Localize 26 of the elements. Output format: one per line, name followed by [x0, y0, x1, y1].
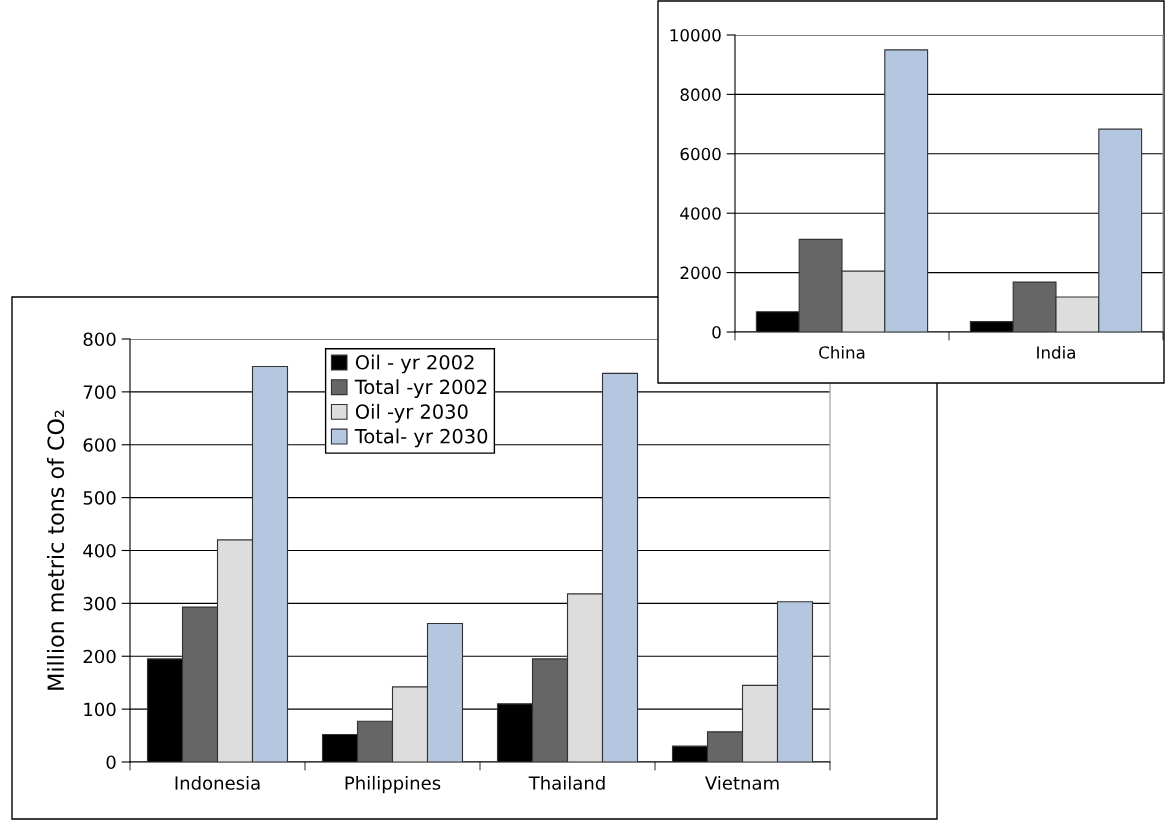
y-tick-label: 4000 [680, 207, 721, 220]
legend-label: Total -yr 2002 [354, 379, 487, 399]
y-axis-title: Million metric tons of CO₂ [46, 410, 65, 690]
y-tick-label: 2000 [680, 266, 721, 280]
legend-label: Oil -yr 2030 [355, 403, 468, 423]
x-tick-label: China [819, 345, 865, 359]
x-tick-label: Indonesia [175, 775, 260, 790]
y-tick-label: 100 [84, 702, 116, 717]
y-tick-label: 600 [83, 438, 116, 452]
y-tick-label: 6000 [680, 147, 721, 161]
y-tick-label: 8000 [680, 88, 721, 101]
legend-label: Oil - yr 2002 [355, 354, 474, 374]
y-tick-label: 300 [83, 596, 116, 611]
y-tick-label: 0 [106, 755, 116, 770]
y-tick-label: 800 [83, 332, 116, 347]
y-tick-label: 500 [83, 491, 116, 505]
y-tick-label: 10000 [670, 28, 721, 42]
x-tick-label: India [1037, 345, 1075, 359]
y-tick-label: 200 [83, 649, 116, 664]
x-tick-label: Vietnam [705, 775, 779, 790]
y-tick-label: 700 [83, 385, 116, 399]
y-tick-label: 400 [83, 543, 116, 558]
y-tick-label: 0 [712, 325, 721, 339]
legend-label: Total- yr 2030 [354, 428, 488, 448]
x-tick-label: Thailand [528, 775, 605, 790]
x-tick-label: Philippines [345, 775, 441, 794]
